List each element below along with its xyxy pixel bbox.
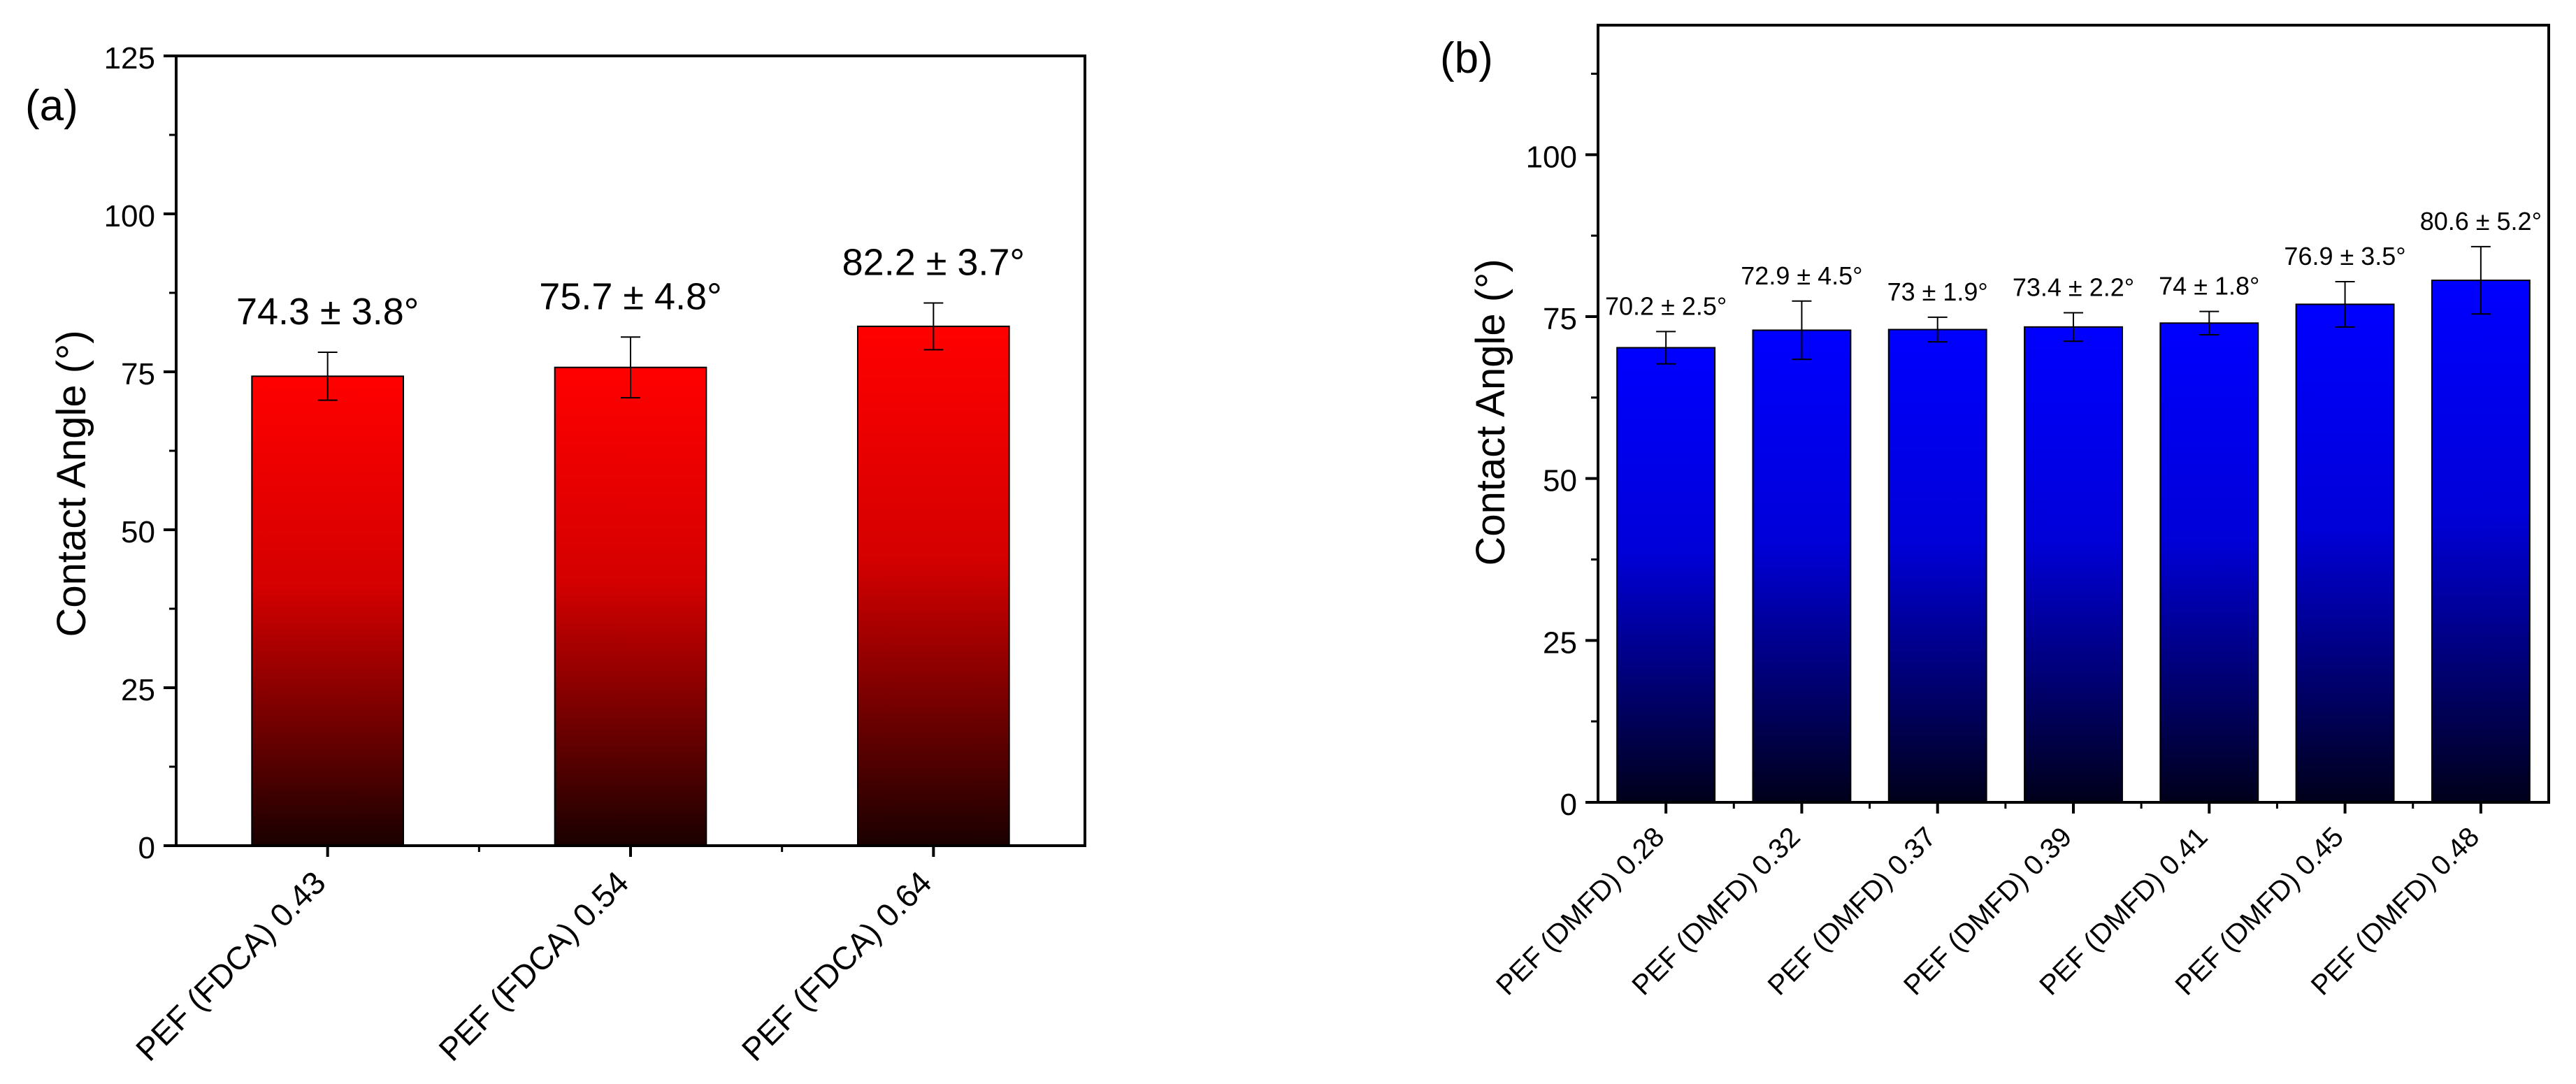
data-label: 70.2 ± 2.5° <box>1605 291 1727 320</box>
data-label: 82.2 ± 3.7° <box>842 241 1025 283</box>
y-tick-label: 0 <box>138 831 155 865</box>
y-tick-label: 75 <box>1543 302 1577 336</box>
data-label: 72.9 ± 4.5° <box>1741 261 1862 290</box>
bar <box>2295 303 2395 804</box>
data-label: 73.4 ± 2.2° <box>2013 273 2134 301</box>
y-tick-label: 125 <box>104 41 155 75</box>
bar <box>1616 347 1716 804</box>
y-tick-label: 100 <box>1526 140 1577 174</box>
y-tick-label: 50 <box>1543 464 1577 498</box>
bar <box>251 375 405 846</box>
bar <box>2024 326 2123 803</box>
data-label: 76.9 ± 3.5° <box>2284 242 2405 270</box>
bars-b <box>1616 245 2531 804</box>
x-tick-label: PEF (FDCA) 0.64 <box>735 864 939 1068</box>
bar <box>1887 328 1987 803</box>
plot-frame-a <box>175 55 1086 847</box>
x-tick-label: PEF (FDCA) 0.54 <box>431 864 635 1068</box>
y-axis-title-a: Contact Angle (°) <box>49 330 94 637</box>
data-label: 80.6 ± 5.2° <box>2420 207 2542 236</box>
chart-a: (a) Contact Angle (°) 0 25 50 75 100 125 74.3… <box>25 41 1086 1068</box>
y-tick-label: 25 <box>121 673 155 707</box>
data-label: 73 ± 1.9° <box>1887 277 1988 306</box>
data-labels-b: 70.2 ± 2.5° 72.9 ± 4.5° 73 ± 1.9° 73.4 ± 2.… <box>1605 207 2542 320</box>
y-tick-label: 25 <box>1543 626 1577 660</box>
data-label: 75.7 ± 4.8° <box>539 275 721 317</box>
bar <box>1752 329 1852 803</box>
y-ticks-a: 0 25 50 75 100 125 <box>104 41 176 865</box>
x-tick-labels-a: PEF (FDCA) 0.43 PEF (FDCA) 0.54 PEF (FDCA)… <box>129 846 938 1068</box>
bar <box>554 366 707 846</box>
bar <box>2431 280 2531 803</box>
data-label: 74 ± 1.8° <box>2159 272 2259 301</box>
bars-a <box>251 302 1010 846</box>
y-tick-label: 100 <box>104 199 155 233</box>
y-ticks-b: 0 25 50 75 100 <box>1526 73 1598 822</box>
y-axis-title-b: Contact Angle (°) <box>1468 259 1513 565</box>
y-tick-label: 50 <box>121 515 155 549</box>
y-tick-label: 0 <box>1560 788 1577 822</box>
bar <box>857 325 1010 846</box>
chart-b: (b) Contact Angle (°) 0 25 50 75 100 70.2 ± … <box>1440 24 2550 1002</box>
y-tick-label: 75 <box>121 357 155 391</box>
x-tick-label: PEF (FDCA) 0.43 <box>129 864 333 1068</box>
panel-label-a: (a) <box>25 82 78 130</box>
data-label: 74.3 ± 3.8° <box>236 291 419 333</box>
plot-frame-b <box>1597 24 2550 804</box>
bar <box>2159 322 2259 803</box>
panel-label-b: (b) <box>1440 34 1493 82</box>
data-labels-a: 74.3 ± 3.8° 75.7 ± 4.8° 82.2 ± 3.7° <box>236 241 1025 333</box>
